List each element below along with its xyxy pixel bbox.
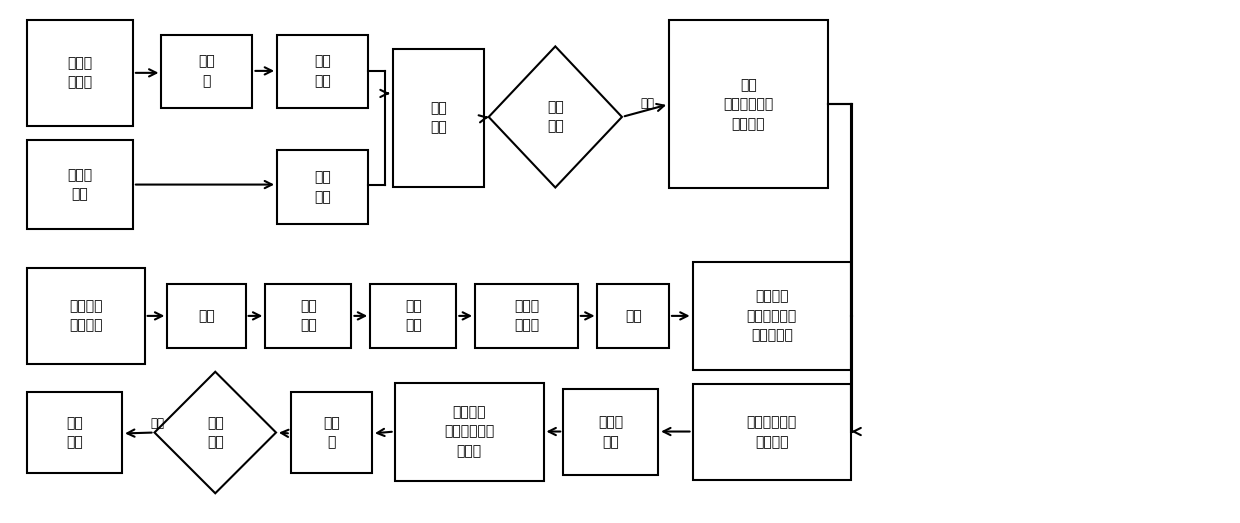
Bar bbox=[27, 392, 123, 473]
Bar bbox=[167, 283, 246, 348]
Polygon shape bbox=[155, 372, 277, 493]
Text: 预处
理: 预处 理 bbox=[198, 54, 216, 88]
Text: 缝隙密封
（形成模块化
金属外壳）: 缝隙密封 （形成模块化 金属外壳） bbox=[746, 289, 797, 343]
Polygon shape bbox=[489, 47, 622, 188]
Bar bbox=[27, 141, 133, 229]
Bar bbox=[692, 262, 852, 370]
Text: 钝化: 钝化 bbox=[625, 309, 641, 323]
Bar bbox=[290, 392, 372, 473]
Text: 精密组
焊成型: 精密组 焊成型 bbox=[513, 299, 539, 333]
Text: 钣金
成形: 钣金 成形 bbox=[300, 299, 316, 333]
Bar bbox=[563, 390, 658, 475]
Text: 喷标
识: 喷标 识 bbox=[322, 416, 340, 449]
Bar bbox=[670, 20, 828, 188]
Bar bbox=[27, 20, 133, 126]
Bar bbox=[370, 283, 456, 348]
Text: 合格: 合格 bbox=[150, 417, 165, 430]
Text: 下料: 下料 bbox=[198, 309, 215, 323]
Text: 裁剪
下料: 裁剪 下料 bbox=[314, 54, 331, 88]
Bar bbox=[277, 35, 368, 108]
Bar bbox=[277, 150, 368, 224]
Bar bbox=[598, 283, 670, 348]
Text: 层积
复合: 层积 复合 bbox=[430, 101, 446, 135]
Text: 合格: 合格 bbox=[640, 97, 655, 110]
Text: 表面
处理: 表面 处理 bbox=[404, 299, 422, 333]
Text: 复合
检验: 复合 检验 bbox=[547, 100, 564, 134]
Bar bbox=[265, 283, 351, 348]
Text: 主体保温材料
填充包覆: 主体保温材料 填充包覆 bbox=[746, 415, 797, 449]
Text: 表面处理
（形成刚性保
温层）: 表面处理 （形成刚性保 温层） bbox=[444, 405, 495, 458]
Text: 保护层
封口: 保护层 封口 bbox=[598, 415, 624, 449]
Bar bbox=[394, 382, 543, 481]
Text: 热阻隔
层材料: 热阻隔 层材料 bbox=[67, 56, 93, 89]
Bar bbox=[692, 384, 852, 480]
Bar bbox=[393, 49, 484, 187]
Bar bbox=[27, 268, 145, 364]
Text: 整形
（形成主体保
温材料）: 整形 （形成主体保 温材料） bbox=[723, 78, 774, 131]
Text: 裁剪
下料: 裁剪 下料 bbox=[314, 170, 331, 204]
Text: 包装
入库: 包装 入库 bbox=[66, 416, 83, 449]
Text: 反射层
材料: 反射层 材料 bbox=[67, 168, 93, 201]
Text: 成品
检验: 成品 检验 bbox=[207, 416, 223, 449]
Bar bbox=[161, 35, 253, 108]
Text: 奥氏体不
锈钢薄板: 奥氏体不 锈钢薄板 bbox=[69, 299, 103, 333]
Bar bbox=[475, 283, 578, 348]
